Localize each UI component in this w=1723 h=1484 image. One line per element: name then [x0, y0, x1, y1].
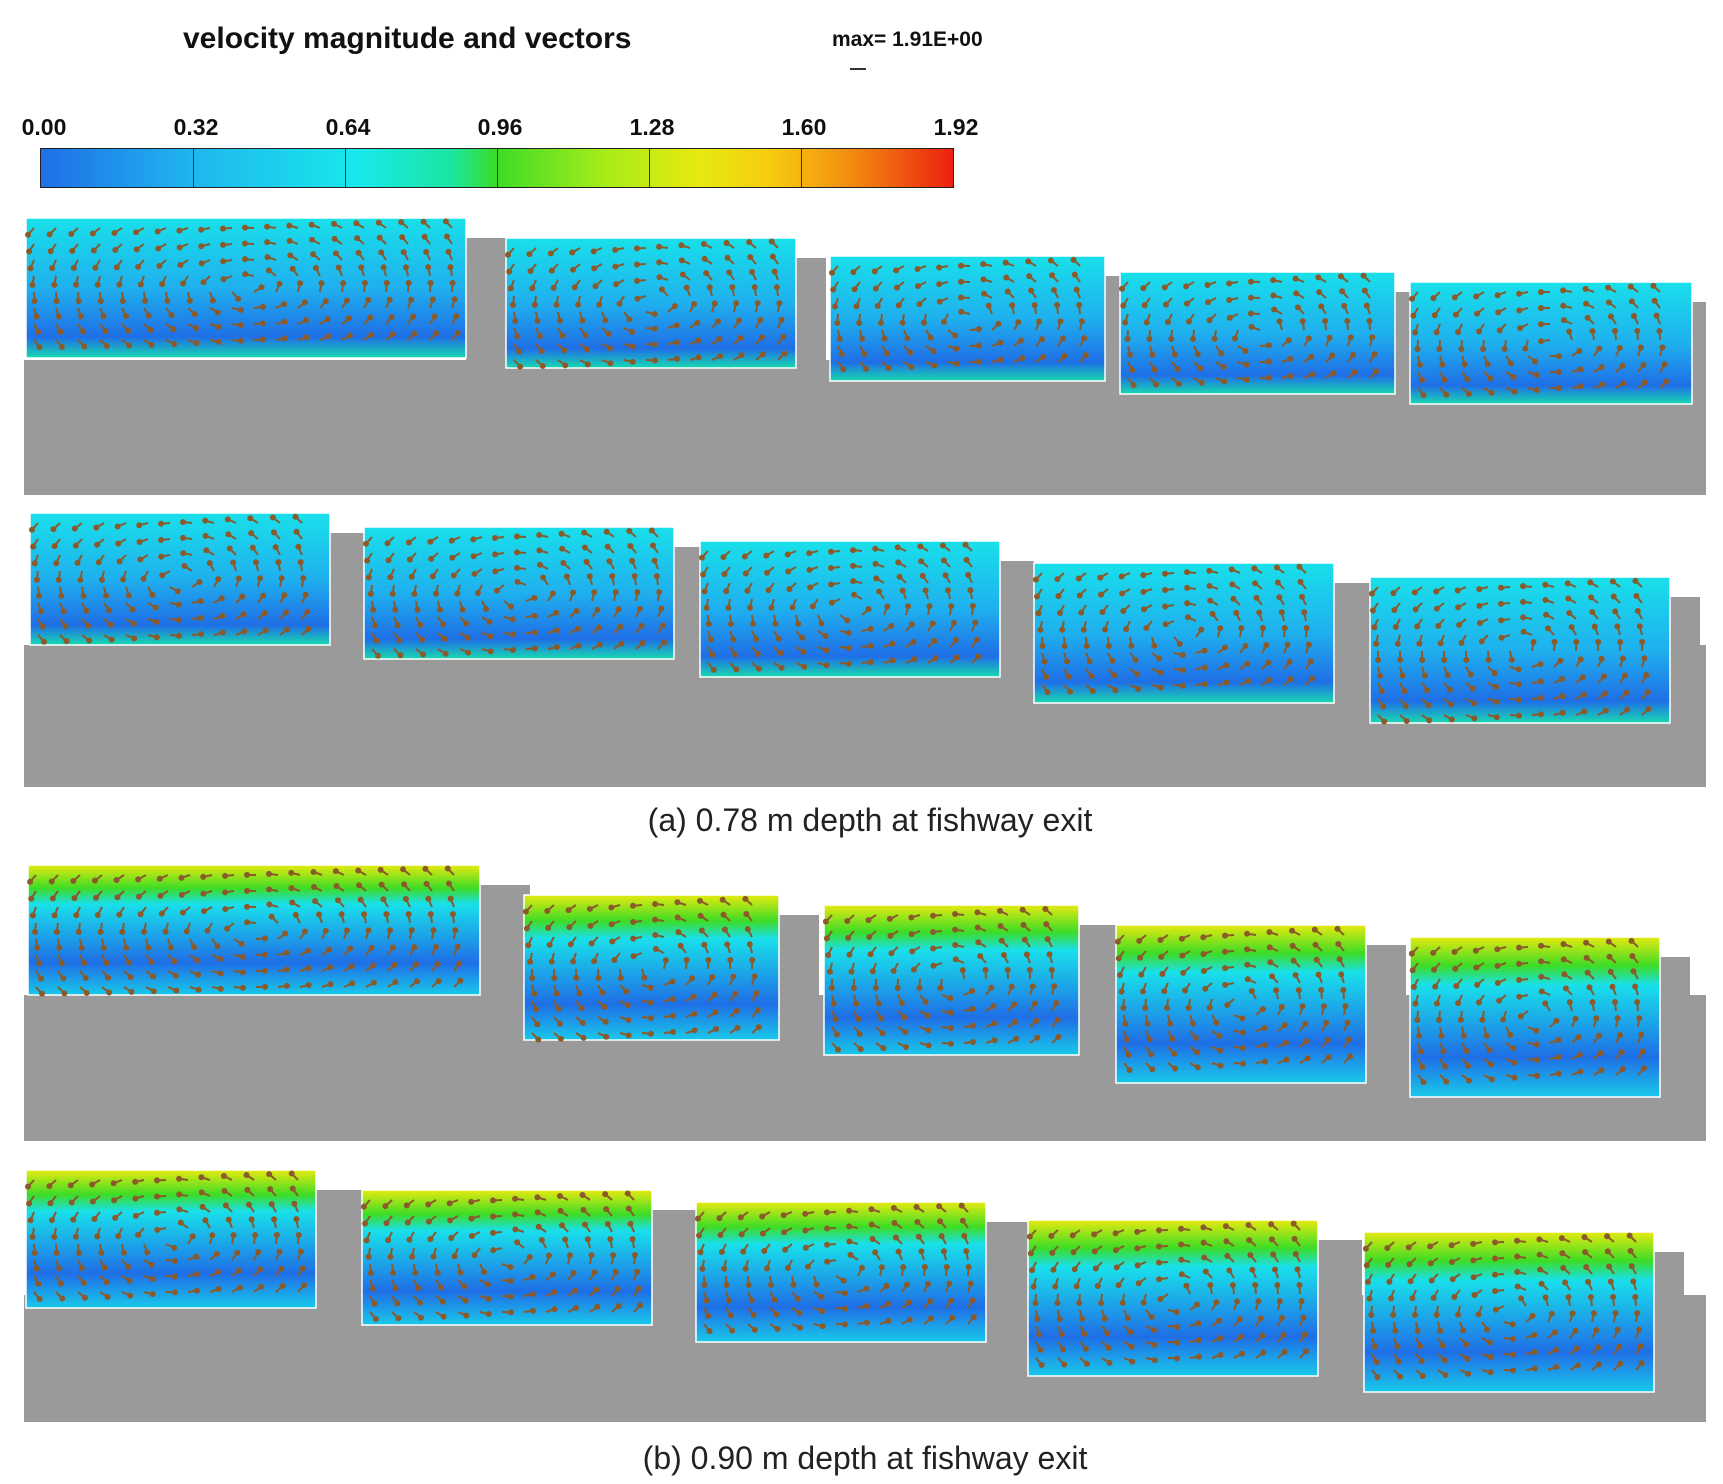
weir-wall — [1654, 1252, 1684, 1422]
fishway-pool-4 — [1033, 562, 1335, 704]
velocity-vectors — [1408, 937, 1647, 1086]
panel-b-upper — [24, 855, 1706, 1141]
colorbar-tick: 1.28 — [629, 114, 675, 140]
colorbar-tick: 0.00 — [21, 114, 67, 140]
velocity-vectors — [694, 1202, 977, 1335]
velocity-vectors — [25, 218, 461, 351]
colorbar-tick: 0.64 — [325, 114, 371, 140]
velocity-vectors — [504, 238, 788, 370]
fishway-pool-4 — [1027, 1219, 1319, 1377]
velocity-vectors — [24, 1170, 307, 1302]
weir-wall — [1366, 945, 1406, 1141]
velocity-vectors — [27, 865, 464, 997]
caption-a: (a) 0.78 m depth at fishway exit — [647, 802, 1093, 838]
fishway-pool-4 — [1119, 271, 1396, 395]
weir-wall — [1000, 561, 1034, 787]
velocity-vectors — [822, 905, 1062, 1053]
weir-wall — [652, 1210, 696, 1422]
velocity-vectors — [522, 895, 762, 1043]
velocity-vectors — [1362, 1232, 1645, 1381]
weir-wall — [1334, 583, 1370, 787]
panel-b-lower — [24, 1160, 1706, 1422]
velocity-vectors — [829, 256, 1089, 373]
weir-wall — [986, 1222, 1030, 1422]
velocity-vectors — [698, 541, 982, 673]
velocity-vectors — [1026, 1220, 1309, 1368]
weir-wall — [1692, 302, 1706, 495]
velocity-vectors — [1409, 282, 1670, 399]
fishway-pool-1 — [29, 512, 331, 646]
colorbar-tick: 1.92 — [933, 114, 979, 140]
velocity-vectors — [1114, 925, 1354, 1074]
fishway-pool-3 — [829, 255, 1106, 382]
weir-wall — [466, 238, 506, 495]
velocity-vectors — [28, 513, 312, 645]
colorbar-tick: 0.96 — [477, 114, 523, 140]
velocity-colorbar — [40, 148, 954, 188]
fishway-pool-5 — [1409, 281, 1693, 405]
figure-title: velocity magnitude and vectors — [183, 22, 632, 55]
weir-wall — [1670, 597, 1700, 787]
fishway-pool-3 — [695, 1201, 987, 1343]
velocity-vectors — [1119, 272, 1380, 389]
panel-a-upper — [24, 210, 1706, 495]
colorbar-tick: 0.32 — [173, 114, 219, 140]
velocity-vectors — [1368, 577, 1652, 725]
weir-wall — [316, 1190, 364, 1422]
weir-wall — [1318, 1240, 1362, 1422]
colorbar-tick: 1.60 — [781, 114, 827, 140]
velocity-vectors — [362, 527, 668, 659]
fishway-pool-5 — [1363, 1231, 1655, 1393]
weir-wall — [1079, 925, 1119, 1141]
weir-wall — [796, 258, 826, 495]
fishway-pool-5 — [1409, 936, 1661, 1098]
max-underline — [850, 68, 866, 70]
caption-b: (b) 0.90 m depth at fishway exit — [642, 1440, 1088, 1476]
panel-a-lower — [24, 505, 1706, 787]
weir-wall — [779, 915, 819, 1141]
weir-wall — [480, 885, 530, 1141]
weir-wall — [1660, 957, 1690, 1141]
velocity-vectors — [1032, 563, 1316, 696]
max-value-label: max= 1.91E+00 — [832, 28, 983, 51]
velocity-vectors — [360, 1190, 644, 1322]
